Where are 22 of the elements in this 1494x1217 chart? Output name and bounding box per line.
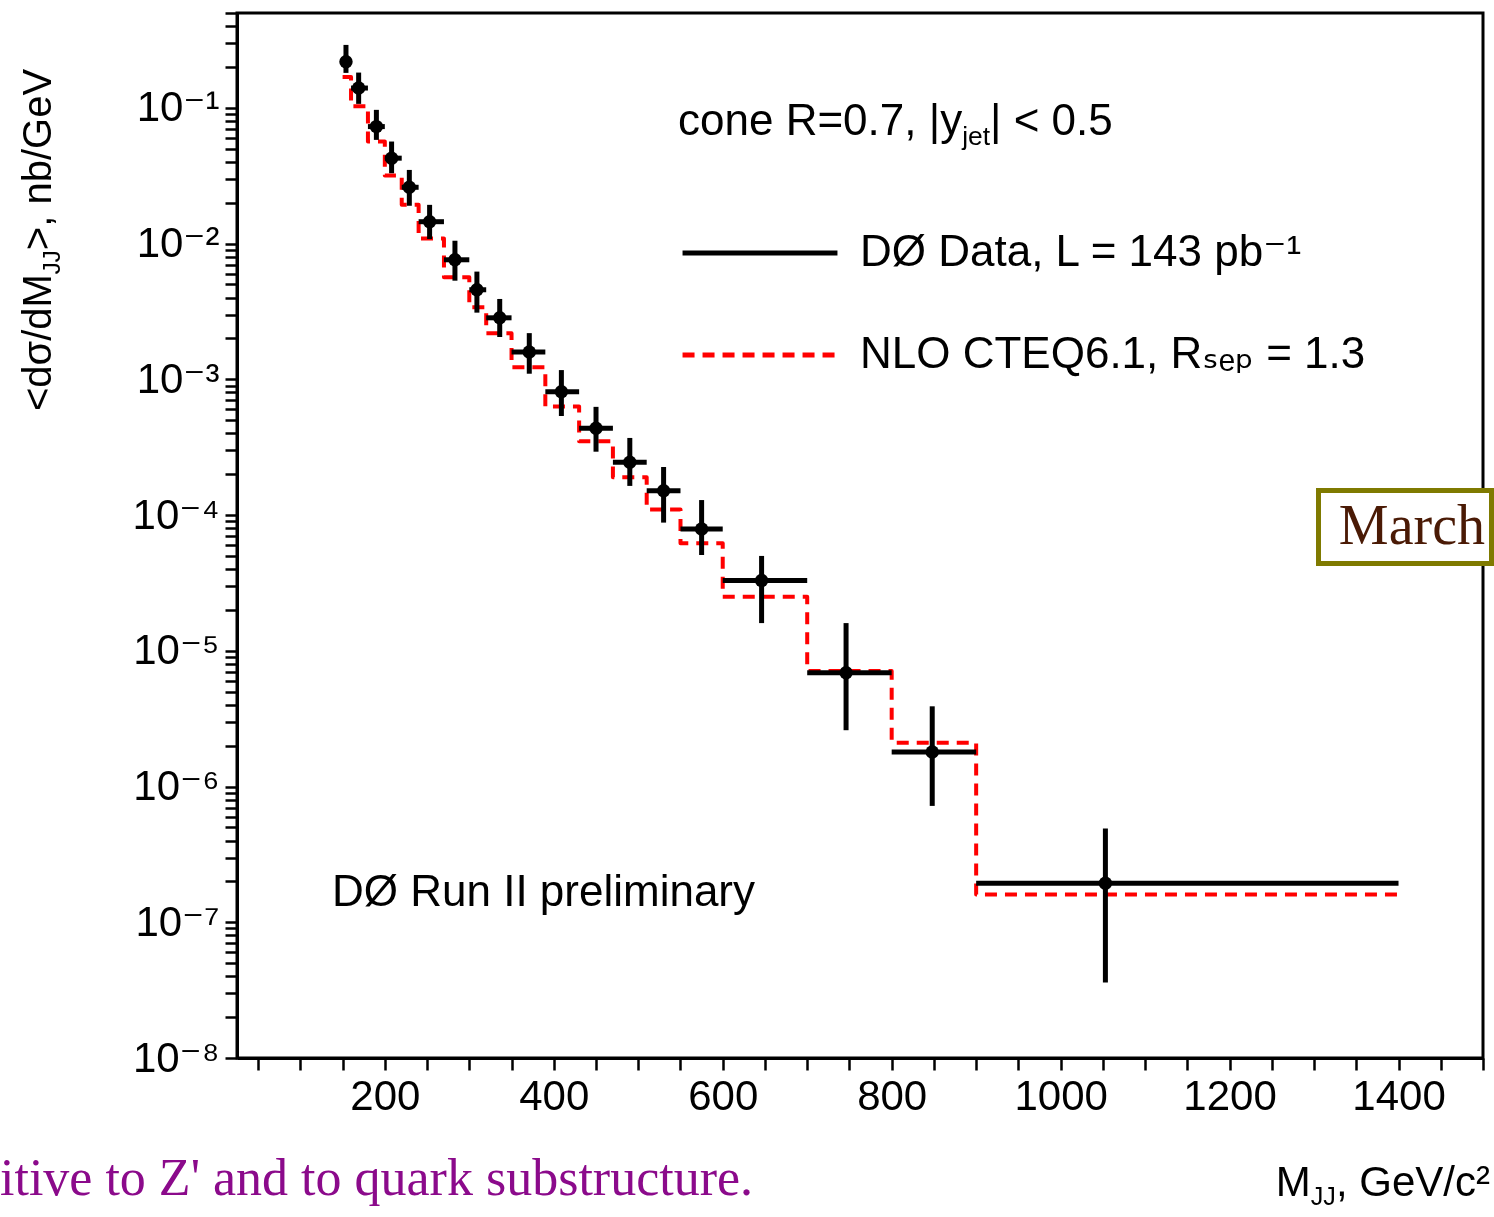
y-tick-label: 10⁻⁵ bbox=[133, 626, 220, 674]
legend-label: NLO CTEQ6.1, Rₛₑₚ = 1.3 bbox=[860, 328, 1366, 377]
annotation: cone R=0.7, |y$_{jet}$| < 0.5 bbox=[678, 95, 1113, 152]
y-tick-label: 10⁻⁴ bbox=[132, 490, 220, 538]
x-tick-label: 1000 bbox=[1014, 1071, 1108, 1119]
y-tick-label: 10⁻⁸ bbox=[132, 1033, 220, 1081]
legend-label: DØ Data, L = 143 pb⁻¹ bbox=[860, 226, 1302, 275]
y-tick-label: 10⁻¹ bbox=[136, 83, 220, 131]
x-tick-label: 1200 bbox=[1183, 1071, 1277, 1119]
y-tick-label: 10⁻⁷ bbox=[135, 897, 220, 945]
x-tick-label: 800 bbox=[857, 1071, 928, 1119]
annotation: DØ Run II preliminary bbox=[332, 866, 756, 916]
x-tick-label: 400 bbox=[519, 1071, 590, 1119]
y-tick-label: 10⁻² bbox=[136, 219, 220, 267]
text: itive to Z' and to quark substructure. bbox=[0, 1148, 754, 1207]
annotation: March bbox=[1315, 488, 1494, 566]
y-tick-label: 10⁻³ bbox=[136, 354, 220, 402]
x-axis-title: M$_{JJ}$, GeV/c² bbox=[1275, 1158, 1490, 1212]
x-tick-label: 600 bbox=[688, 1071, 759, 1119]
x-tick-label: 200 bbox=[350, 1071, 421, 1119]
y-tick-label: 10⁻⁶ bbox=[133, 762, 220, 810]
x-tick-label: 1400 bbox=[1352, 1071, 1446, 1119]
